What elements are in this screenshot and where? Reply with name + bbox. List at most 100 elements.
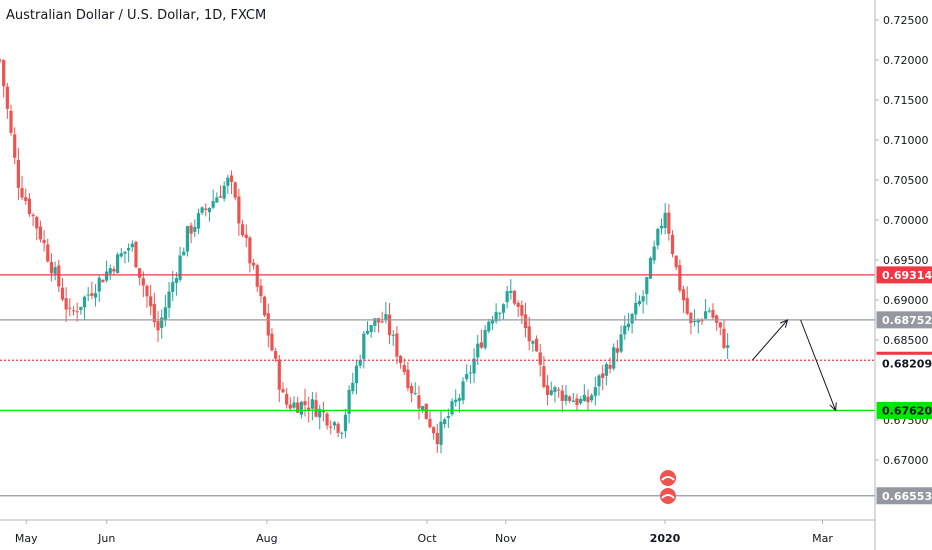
candle-body <box>656 228 660 246</box>
projection-arrow-line[interactable] <box>800 319 837 411</box>
candle-body <box>454 399 458 403</box>
candle-body <box>57 265 61 287</box>
candle-body <box>112 268 116 272</box>
price-label-text: 0.68209 <box>882 357 932 370</box>
candle-body <box>391 334 395 336</box>
candle-body <box>174 278 178 283</box>
candle-body <box>31 214 35 217</box>
candle-body <box>310 399 314 409</box>
candle-body <box>490 319 495 324</box>
price-tick-label: 0.71000 <box>883 134 929 147</box>
price-label-bg <box>876 401 932 419</box>
candle-body <box>97 277 101 292</box>
candle-body <box>590 395 594 401</box>
candle-body <box>457 397 461 401</box>
candle-body <box>229 175 234 182</box>
candle-body <box>193 227 197 232</box>
candle-body <box>630 314 634 324</box>
candle-body <box>9 110 13 133</box>
price-level-label: 0.69314 <box>876 266 932 284</box>
candle-body <box>593 387 597 396</box>
candle-body <box>281 389 285 393</box>
candle-body <box>553 387 557 392</box>
candle-body <box>681 289 686 301</box>
candle-body <box>637 301 642 305</box>
candle-body <box>79 306 83 311</box>
horizontal-levels-group[interactable] <box>0 274 875 497</box>
candle-body <box>182 251 186 256</box>
candle-body <box>516 302 520 307</box>
candle-body <box>222 185 226 199</box>
candle-body <box>667 212 671 234</box>
candle-body <box>435 432 439 444</box>
time-tick-label: 2020 <box>650 532 681 545</box>
candle-body <box>597 375 601 387</box>
candle-body <box>648 258 653 279</box>
candle-body <box>251 262 256 266</box>
candle-body <box>446 416 450 419</box>
candle-body <box>123 251 127 254</box>
candle-body <box>149 296 153 307</box>
candle-body <box>200 207 204 213</box>
candle-body <box>75 311 79 313</box>
candle-body <box>538 352 542 365</box>
candle-body <box>204 208 208 210</box>
projection-arrow-line[interactable] <box>752 319 788 361</box>
candle-body <box>663 212 667 228</box>
candle-body <box>450 401 454 415</box>
candle-body <box>722 328 726 348</box>
projection-arrows-group[interactable] <box>752 319 837 412</box>
candle-body <box>398 356 403 364</box>
candle-body <box>612 347 616 369</box>
candle-body <box>358 360 362 366</box>
candle-body <box>476 343 480 358</box>
candle-body <box>178 255 182 280</box>
candle-body <box>5 86 9 109</box>
price-tick-label: 0.69500 <box>883 254 929 267</box>
candle-body <box>90 293 94 296</box>
candle-body <box>263 296 267 316</box>
candle-body <box>49 261 54 274</box>
candle-body <box>472 358 476 374</box>
candle-body <box>332 422 337 426</box>
candle-body <box>582 394 586 401</box>
time-tick-label: Mar <box>812 532 833 545</box>
time-tick-label: May <box>15 532 38 545</box>
candle-body <box>237 196 241 224</box>
economic-event-marker-group[interactable] <box>660 470 676 504</box>
price-label-bg <box>876 311 932 329</box>
candle-body <box>652 246 656 261</box>
candle-body <box>156 321 160 331</box>
candle-body <box>240 224 245 236</box>
candle-body <box>461 381 465 401</box>
time-tick-label: Jun <box>97 532 115 545</box>
candle-body <box>421 406 425 411</box>
candle-body <box>670 234 675 254</box>
candle-body <box>674 255 678 268</box>
candle-body <box>285 393 289 405</box>
candle-body <box>27 198 31 215</box>
candle-body <box>163 307 167 320</box>
candle-body <box>483 329 487 348</box>
candle-body <box>244 234 248 238</box>
candle-body <box>288 404 292 409</box>
candle-body <box>509 290 513 293</box>
price-tick-label: 0.67000 <box>883 454 929 467</box>
candle-body <box>152 304 156 323</box>
candle-body <box>424 403 428 420</box>
candle-body <box>711 309 715 318</box>
candle-body <box>718 322 722 328</box>
candle-body <box>68 307 72 309</box>
price-label-text: 0.66553 <box>882 490 932 503</box>
candle-body <box>307 407 311 410</box>
candle-body <box>145 285 149 297</box>
candle-body <box>608 364 612 369</box>
candle-body <box>2 60 6 87</box>
candle-body <box>692 321 697 323</box>
candle-body <box>266 313 270 336</box>
candle-body <box>575 398 579 406</box>
candle-body <box>292 402 296 408</box>
candle-body <box>60 287 65 300</box>
candle-body <box>365 330 370 334</box>
